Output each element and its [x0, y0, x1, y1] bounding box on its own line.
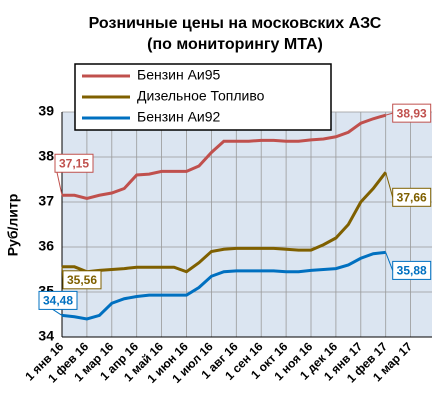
value-label: 37,15 — [59, 156, 89, 170]
leader-line — [385, 112, 393, 116]
plot-area — [62, 112, 432, 337]
chart-title: Розничные цены на московских АЗС — [89, 15, 382, 32]
leader-line — [385, 252, 394, 271]
value-label: 35,88 — [397, 264, 427, 278]
series-line — [62, 113, 387, 200]
chart-subtitle: (по мониторингу МТА) — [147, 36, 323, 53]
y-axis-label: Руб/литр — [5, 194, 21, 257]
value-label-box — [38, 290, 78, 310]
value-label-box — [392, 103, 432, 123]
y-tick-label: 38 — [38, 148, 54, 164]
value-label: 35,56 — [67, 273, 97, 287]
leader-line — [385, 172, 394, 198]
y-tick-label: 37 — [38, 193, 54, 209]
series-line — [62, 171, 387, 274]
value-label-box — [62, 270, 102, 290]
legend-label: Дизельное Топливо — [137, 88, 265, 104]
value-label: 34,48 — [43, 294, 73, 308]
y-tick-label: 39 — [38, 103, 54, 119]
y-tick-label: 34 — [38, 328, 54, 344]
legend-label: Бензин Аи92 — [137, 109, 221, 125]
y-tick-label: 36 — [38, 238, 54, 254]
value-label: 37,66 — [397, 190, 427, 204]
series-line — [61, 250, 386, 321]
value-label: 38,93 — [397, 106, 427, 120]
value-label-box — [54, 153, 94, 173]
value-label-box — [392, 260, 432, 280]
legend-label: Бензин Аи95 — [137, 67, 221, 83]
value-label-box — [392, 187, 432, 207]
